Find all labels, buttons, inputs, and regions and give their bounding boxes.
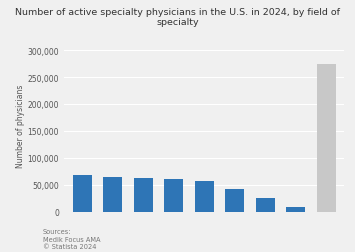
Bar [73, 175, 92, 212]
Bar [225, 189, 244, 212]
Bar [134, 178, 153, 212]
Bar [164, 179, 183, 212]
Text: Sources:
Medik Focus AMA
© Statista 2024: Sources: Medik Focus AMA © Statista 2024 [43, 229, 100, 249]
Text: Number of active specialty physicians in the U.S. in 2024, by field of specialty: Number of active specialty physicians in… [15, 8, 340, 27]
Bar [317, 65, 335, 212]
Bar [256, 198, 274, 212]
Bar [195, 181, 214, 212]
Bar [103, 177, 122, 212]
Y-axis label: Number of physicians: Number of physicians [16, 84, 24, 168]
Bar [286, 207, 305, 212]
